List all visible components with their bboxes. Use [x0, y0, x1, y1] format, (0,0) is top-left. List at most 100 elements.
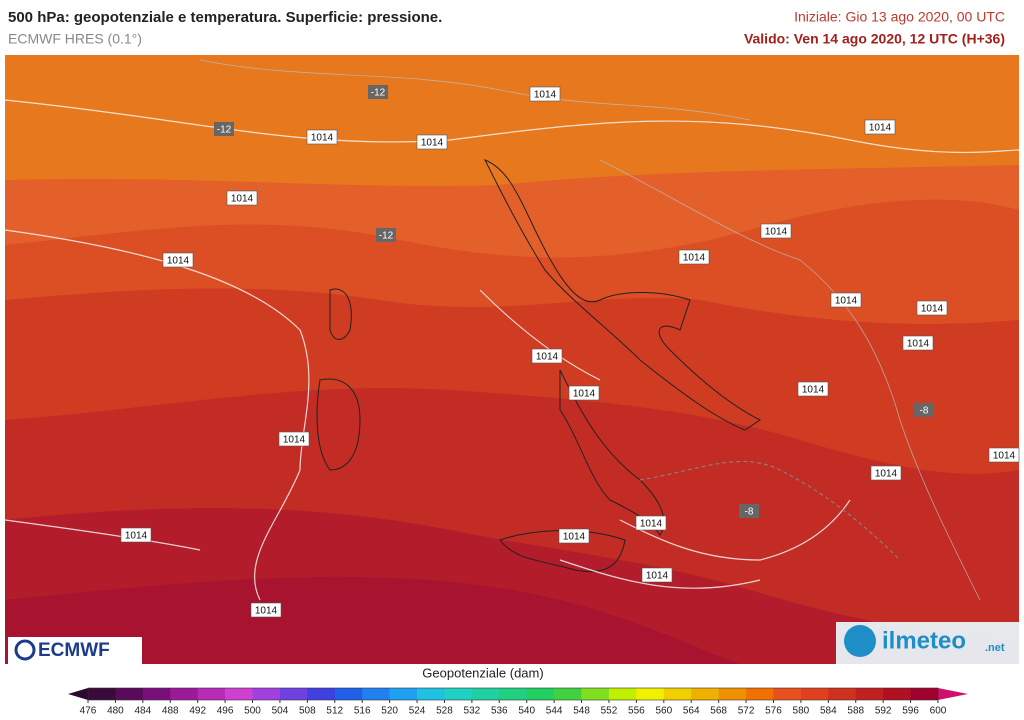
map-label: -12 — [379, 231, 394, 242]
colorbar-tick-label: 588 — [847, 706, 864, 717]
logo-ilmeteo: ilmeteo .net — [836, 622, 1019, 664]
colorbar-tick-label: 560 — [655, 706, 672, 717]
colorbar-swatch — [855, 688, 884, 700]
colorbar-tick-label: 580 — [793, 706, 810, 717]
colorbar-swatch — [828, 688, 857, 700]
map-label-box — [641, 567, 673, 583]
colorbar-tick-label: 476 — [80, 706, 97, 717]
map-label: 1014 — [993, 451, 1016, 462]
map-label: -8 — [745, 507, 754, 518]
colorbar-swatch — [225, 688, 253, 700]
colorbar-swatch — [636, 688, 665, 700]
colorbar-swatch — [499, 688, 528, 700]
colorbar-low-arrow — [68, 688, 88, 700]
map-label-box — [568, 385, 600, 401]
map-label-box — [376, 228, 396, 242]
map-label: 1014 — [231, 194, 254, 205]
map-label-box — [214, 122, 234, 136]
colorbar-swatch — [910, 688, 939, 700]
colorbar-swatch — [883, 688, 911, 700]
map-label-box — [529, 86, 561, 102]
map-label: -8 — [920, 406, 929, 417]
colorbar-swatch — [142, 688, 171, 700]
map-label-box — [250, 602, 282, 618]
map-label-box — [916, 300, 948, 316]
colorbar-swatch — [444, 688, 473, 700]
colorbar-tick-label: 508 — [299, 706, 316, 717]
map-label: 1014 — [534, 90, 557, 101]
map-label: 1014 — [802, 385, 825, 396]
map-label-box — [531, 348, 563, 364]
colorbar-tick-label: 492 — [189, 706, 206, 717]
map-label: 1014 — [573, 389, 596, 400]
map-label-box — [558, 528, 590, 544]
map-label-box — [678, 249, 710, 265]
colorbar-tick-label: 488 — [162, 706, 179, 717]
colorbar-swatch — [170, 688, 198, 700]
colorbar-swatch — [718, 688, 747, 700]
title: 500 hPa: geopotenziale e temperatura. Su… — [8, 9, 442, 26]
colorbar-swatch — [581, 688, 610, 700]
colorbar-tick-label: 600 — [930, 706, 947, 717]
map-label: 1014 — [646, 571, 669, 582]
map-label-box — [306, 129, 338, 145]
colorbar-swatch — [115, 688, 144, 700]
colorbar-swatch — [608, 688, 637, 700]
colorbar-tick-label: 544 — [546, 706, 563, 717]
colorbar-swatch — [526, 688, 555, 700]
map-label-box — [830, 292, 862, 308]
map-label: 1014 — [869, 123, 892, 134]
colorbar-tick-label: 552 — [601, 706, 618, 717]
colorbar-swatch — [691, 688, 719, 700]
colorbar-tick-label: 500 — [244, 706, 261, 717]
map-label: 1014 — [536, 352, 559, 363]
map-label: 1014 — [683, 253, 706, 264]
colorbar-tick-label: 548 — [573, 706, 590, 717]
map-label: 1014 — [311, 133, 334, 144]
map-label-box — [760, 223, 792, 239]
colorbar-tick-label: 496 — [217, 706, 234, 717]
colorbar-tick-label: 536 — [491, 706, 508, 717]
map-label: 1014 — [421, 138, 444, 149]
map-label-box — [902, 335, 934, 351]
map-label: 1014 — [875, 469, 898, 480]
colorbar-title: Geopotenziale (dam) — [422, 665, 543, 680]
map-label: 1014 — [640, 519, 663, 530]
colorbar-tick-label: 484 — [134, 706, 151, 717]
map-label: 1014 — [283, 435, 306, 446]
map-label: 1014 — [167, 256, 190, 267]
colorbar-tick-label: 596 — [902, 706, 919, 717]
colorbar-swatch — [334, 688, 363, 700]
colorbar-tick-label: 568 — [710, 706, 727, 717]
colorbar-swatch — [389, 688, 418, 700]
map-label-box — [988, 447, 1020, 463]
map-label-box — [870, 465, 902, 481]
colorbar-swatch — [252, 688, 281, 700]
colorbar-swatch — [773, 688, 802, 700]
map-label-box — [368, 85, 388, 99]
map-label: 1014 — [765, 227, 788, 238]
colorbar-swatch — [417, 688, 445, 700]
colorbar-swatch — [279, 688, 308, 700]
map-label-box — [739, 504, 759, 518]
map-label-box — [635, 515, 667, 531]
logo-ilmeteo-text: ilmeteo — [882, 627, 966, 654]
logo-ecmwf-text: ECMWF — [38, 640, 110, 661]
colorbar-tick-label: 564 — [683, 706, 700, 717]
map-label-box — [797, 381, 829, 397]
colorbar-tick-label: 480 — [107, 706, 124, 717]
map-label-box — [914, 403, 934, 417]
colorbar-tick-label: 576 — [765, 706, 782, 717]
colorbar-tick-label: 504 — [272, 706, 289, 717]
subtitle: ECMWF HRES (0.1°) — [8, 31, 142, 47]
colorbar-frame — [87, 687, 939, 701]
logo-ilmeteo-suffix: .net — [985, 642, 1005, 654]
colorbar-swatch — [746, 688, 774, 700]
colorbar-high-arrow — [938, 688, 968, 700]
colorbar-swatch — [471, 688, 500, 700]
map-label: 1014 — [255, 606, 278, 617]
map-label-box — [278, 431, 310, 447]
colorbar-tick-label: 584 — [820, 706, 837, 717]
